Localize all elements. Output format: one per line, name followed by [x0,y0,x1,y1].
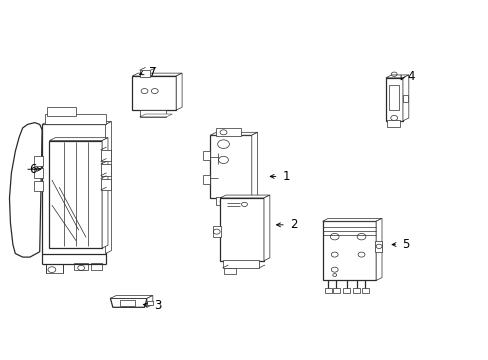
Bar [120,300,135,306]
Text: 3: 3 [154,299,161,312]
Bar [91,263,102,270]
Bar [216,128,240,136]
Text: 4: 4 [407,69,414,82]
Polygon shape [176,73,182,110]
Bar [212,226,220,237]
Bar [34,181,42,191]
Bar [34,168,42,178]
Bar [210,135,251,198]
Polygon shape [147,296,153,307]
Bar [224,267,236,274]
Polygon shape [110,296,153,298]
Polygon shape [105,122,111,253]
Bar [203,175,210,184]
Bar [352,288,359,293]
Bar [101,179,111,190]
Polygon shape [9,123,42,257]
Bar [374,241,382,252]
Polygon shape [140,114,172,117]
Bar [325,288,331,293]
Bar [361,288,368,293]
Bar [45,264,62,273]
Bar [132,76,176,110]
Polygon shape [132,73,182,76]
Text: 1: 1 [283,170,290,183]
Bar [47,107,76,116]
Bar [203,151,210,160]
Bar [343,288,349,293]
Bar [388,85,398,110]
Bar [402,95,407,102]
Text: 5: 5 [402,238,409,251]
Polygon shape [42,122,111,125]
Bar [220,198,264,261]
Bar [49,140,102,248]
Polygon shape [251,132,257,198]
Bar [44,114,105,125]
Polygon shape [322,219,381,221]
Bar [322,221,375,280]
Bar [140,70,150,77]
Bar [386,121,399,127]
Bar [332,288,339,293]
Text: 7: 7 [149,66,156,79]
Bar [42,125,105,253]
Polygon shape [102,138,108,248]
Polygon shape [402,75,408,121]
Bar [216,197,240,205]
Text: 6: 6 [29,163,37,176]
Bar [140,110,166,117]
Polygon shape [210,132,257,135]
Bar [101,164,111,176]
Bar [222,260,259,268]
Text: 2: 2 [290,218,297,231]
Bar [101,150,111,161]
Polygon shape [110,298,147,307]
Polygon shape [385,75,408,78]
Bar [34,156,42,166]
Polygon shape [49,138,108,140]
Polygon shape [375,219,381,280]
Bar [74,263,88,270]
Polygon shape [220,195,269,198]
Bar [147,301,153,305]
Polygon shape [264,195,269,261]
Bar [385,78,402,121]
